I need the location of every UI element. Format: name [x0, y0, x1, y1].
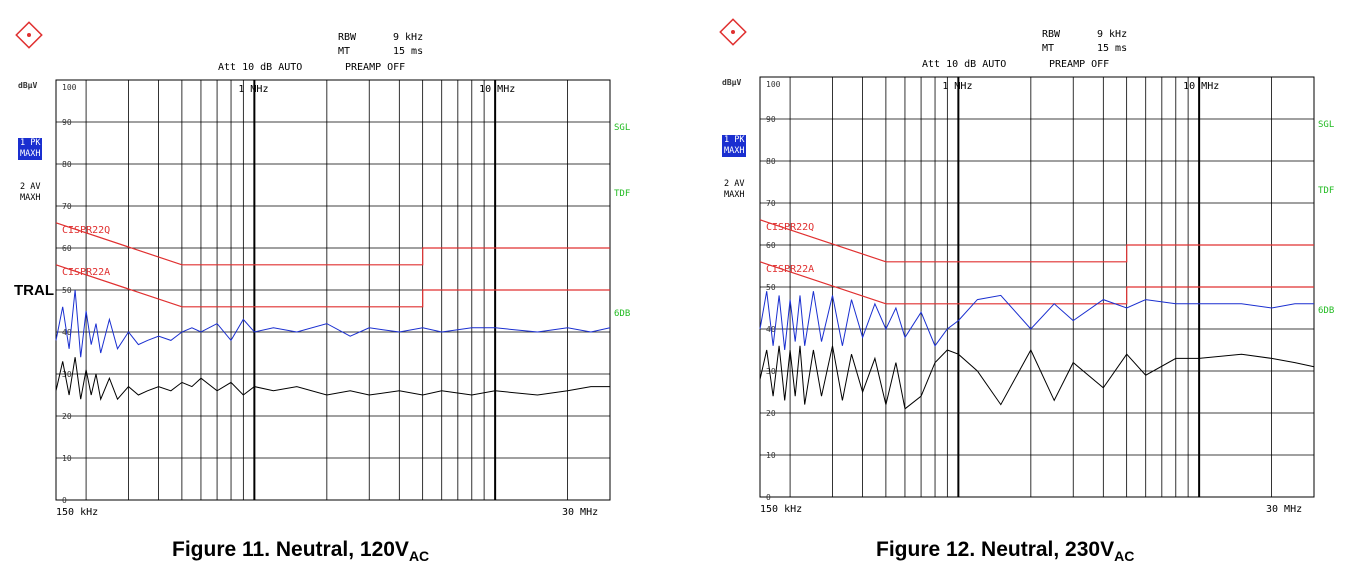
header-rbw-label: RBW — [1042, 29, 1061, 40]
figure-12-title: Figure 12. Neutral, 230V — [876, 538, 1115, 561]
x-marker-label: 1 MHz — [238, 84, 268, 95]
logo-dot — [731, 30, 735, 34]
x-end-label: 30 MHz — [1266, 504, 1302, 515]
y-tick-label: 80 — [62, 160, 72, 169]
y-tick-label: 10 — [62, 454, 72, 463]
trace-tag-2-line1: 2 AV — [724, 179, 745, 189]
header-rbw-label: RBW — [338, 32, 357, 43]
chart-figure-12: RBW 9 kHz MT 15 ms Att 10 dB AUTO PREAMP OFF d… — [719, 18, 1334, 515]
y-tick-label: 0 — [62, 496, 67, 505]
right-label: TDF — [614, 189, 630, 199]
header-mt-label: MT — [338, 46, 350, 57]
series-line-average — [759, 345, 1315, 410]
series-line-peak — [759, 291, 1314, 351]
right-label: TDF — [1318, 186, 1334, 196]
trace-tag-1-line2: MAXH — [724, 146, 745, 156]
y-tick-label: 30 — [62, 370, 72, 379]
figure-12-title-sub: AC — [1114, 548, 1135, 565]
y-tick-label: 90 — [62, 118, 72, 127]
header-preamp: PREAMP OFF — [345, 62, 405, 73]
y-unit-label: dBµV — [18, 81, 37, 90]
y-unit-label: dBµV — [722, 78, 741, 87]
trace-tag-1-line2: MAXH — [20, 149, 41, 159]
header-att: Att 10 dB AUTO — [922, 59, 1006, 70]
y-tick-label: 50 — [766, 283, 776, 292]
trace-tag-2-line1: 2 AV — [20, 182, 41, 192]
chart-panel-figure-12: RBW 9 kHz MT 15 ms Att 10 dB AUTO PREAMP OFF d… — [704, 0, 1346, 579]
header-mt-value: 15 ms — [1097, 43, 1127, 54]
header-rbw-value: 9 kHz — [1097, 29, 1127, 40]
y-tick-label: 90 — [766, 115, 776, 124]
trace-tag-2-av: 2 AV MAXH — [722, 179, 746, 201]
header-rbw-value: 9 kHz — [393, 32, 423, 43]
trace-tag-2-line2: MAXH — [724, 190, 745, 200]
y-tick-label: 100 — [62, 83, 77, 92]
x-marker-label: 10 MHz — [1183, 81, 1219, 92]
series-line-average — [55, 357, 610, 401]
overlay-fragment-text: TRAL — [14, 282, 54, 299]
x-start-label: 150 kHz — [760, 504, 802, 515]
logo-dot — [27, 33, 31, 37]
limit-label: CISPR22A — [766, 264, 814, 275]
y-tick-label: 50 — [62, 286, 72, 295]
figure-11-title: Figure 11. Neutral, 120V — [172, 538, 409, 561]
trace-tag-2-line2: MAXH — [20, 193, 41, 203]
limit-label: CISPR22Q — [62, 225, 110, 236]
x-marker-label: 10 MHz — [479, 84, 515, 95]
figure-11-title-sub: AC — [408, 548, 430, 565]
x-start-label: 150 kHz — [56, 507, 98, 518]
limit-line-cispr22a — [759, 261, 1314, 305]
limit-line-cispr22q — [55, 222, 610, 266]
right-label: SGL — [1318, 120, 1334, 130]
limit-label: CISPR22A — [62, 267, 110, 278]
logo-diamond — [719, 18, 747, 46]
logo-diamond — [15, 21, 43, 49]
y-tick-label: 70 — [62, 202, 72, 211]
y-tick-label: 100 — [766, 80, 781, 89]
y-tick-label: 80 — [766, 157, 776, 166]
trace-tag-1-line1: 1 PK — [20, 138, 41, 148]
header-mt-value: 15 ms — [393, 46, 423, 57]
header-mt-label: MT — [1042, 43, 1054, 54]
limit-line-cispr22a — [55, 264, 610, 308]
chart-figure-11: RBW 9 kHz MT 15 ms Att 10 dB AUTO PREAMP OFF d… — [15, 21, 630, 518]
y-tick-label: 70 — [766, 199, 776, 208]
trace-tag-1-pk: 1 PK MAXH — [722, 135, 747, 157]
trace-tag-2-av: 2 AV MAXH — [18, 182, 42, 204]
figure-11-caption: Figure 11. Neutral, 120VAC — [172, 538, 429, 564]
chart-panel-figure-11: RBW 9 kHz MT 15 ms Att 10 dB AUTO PREAMP OFF d… — [0, 0, 650, 579]
limit-line-cispr22q — [759, 219, 1314, 263]
y-tick-label: 20 — [62, 412, 72, 421]
y-tick-label: 30 — [766, 367, 776, 376]
x-end-label: 30 MHz — [562, 507, 598, 518]
series-line-peak — [55, 289, 611, 358]
right-label: SGL — [614, 123, 630, 133]
y-tick-label: 0 — [766, 493, 771, 502]
x-marker-label: 1 MHz — [942, 81, 972, 92]
limit-label: CISPR22Q — [766, 222, 814, 233]
trace-tag-1-pk: 1 PK MAXH — [18, 138, 43, 160]
y-tick-label: 10 — [766, 451, 776, 460]
right-label: 6DB — [614, 309, 630, 319]
header-att: Att 10 dB AUTO — [218, 62, 302, 73]
trace-tag-1-line1: 1 PK — [724, 135, 745, 145]
rs-logo-icon — [15, 21, 43, 49]
right-label: 6DB — [1318, 306, 1334, 316]
y-tick-label: 60 — [766, 241, 776, 250]
rs-logo-icon — [719, 18, 747, 46]
y-tick-label: 60 — [62, 244, 72, 253]
figure-12-caption: Figure 12. Neutral, 230VAC — [876, 538, 1134, 564]
header-preamp: PREAMP OFF — [1049, 59, 1109, 70]
y-tick-label: 20 — [766, 409, 776, 418]
